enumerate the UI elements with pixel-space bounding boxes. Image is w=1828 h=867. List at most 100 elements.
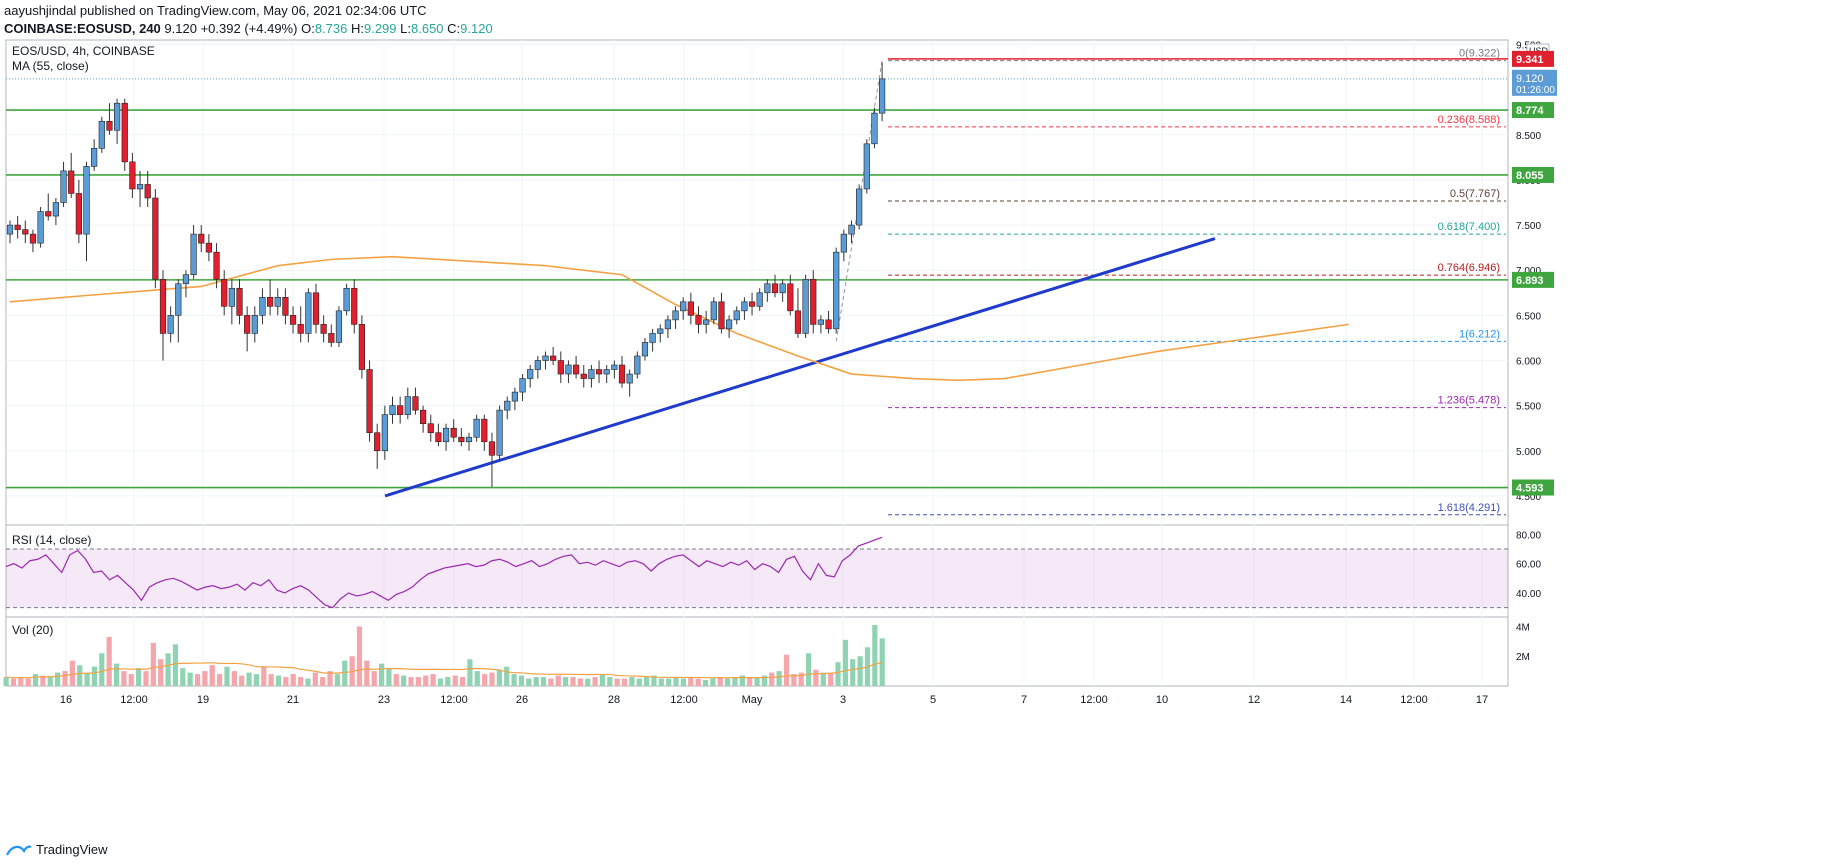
volume-bar — [128, 674, 134, 686]
candle-body — [550, 355, 557, 361]
candle — [198, 225, 205, 253]
candle-body — [205, 242, 213, 253]
volume-bar — [482, 674, 488, 686]
candle — [282, 288, 289, 325]
candle-body — [664, 319, 671, 330]
volume-bar — [644, 677, 650, 686]
candle — [725, 315, 733, 338]
candle-body — [718, 301, 725, 330]
candle — [37, 207, 44, 248]
author-name[interactable]: aayushjindal — [4, 3, 77, 18]
candle-body — [381, 414, 388, 452]
candle-body — [565, 364, 572, 375]
candle — [710, 297, 717, 325]
candle-body — [787, 283, 794, 312]
published-text: published on TradingView.com, May 06, 20… — [79, 3, 427, 18]
volume-bar — [106, 636, 112, 686]
candle-body — [91, 148, 98, 167]
candle-body — [481, 418, 488, 443]
candle-body — [442, 427, 450, 443]
candle-body — [114, 102, 121, 131]
volume-bar — [401, 675, 407, 686]
candle-body — [374, 432, 381, 452]
volume-bar — [40, 675, 46, 686]
candle-body — [22, 229, 29, 235]
candle — [863, 139, 870, 194]
x-tick-label: 17 — [1476, 694, 1488, 706]
volume-bar — [364, 660, 370, 686]
candle-body — [672, 310, 679, 321]
candle-body — [351, 287, 358, 325]
volume-bar — [548, 678, 554, 686]
level-price-tag — [1512, 166, 1554, 183]
candle — [703, 310, 710, 334]
candle-body — [412, 396, 419, 411]
tradingview-footer[interactable]: TradingView — [6, 842, 108, 857]
y-tick-label: 6.500 — [1516, 311, 1541, 322]
candle-body — [626, 373, 633, 384]
volume-bar — [32, 674, 39, 686]
volume-bar — [143, 671, 149, 686]
candle — [741, 297, 748, 320]
candle-body — [840, 233, 847, 253]
candle — [810, 270, 817, 334]
candle — [366, 360, 373, 442]
candle — [205, 234, 213, 262]
volume-label: Vol (20) — [12, 623, 53, 637]
candle-body — [817, 319, 824, 325]
candle — [75, 179, 82, 244]
volume-bar — [666, 678, 672, 686]
candle — [435, 423, 442, 447]
candle-body — [687, 301, 694, 316]
level-price-label: 4.593 — [1516, 483, 1544, 495]
volume-bar — [629, 677, 635, 686]
volume-bar — [18, 677, 24, 686]
fib-level-label: 0.764(6.946) — [1438, 262, 1500, 274]
volume-bar — [459, 677, 466, 686]
candle — [328, 324, 335, 347]
candle — [14, 216, 21, 239]
volume-bar — [452, 675, 458, 686]
volume-bar — [658, 678, 664, 686]
candle-body — [259, 296, 266, 316]
x-tick-label: 28 — [608, 694, 620, 706]
candle-body — [588, 369, 595, 379]
candle — [848, 220, 855, 244]
candle — [527, 365, 534, 388]
volume-bar — [62, 671, 68, 686]
candle — [114, 98, 121, 144]
candle-body — [764, 283, 771, 294]
x-tick-label: 7 — [1021, 694, 1027, 706]
high-price-label: 9.341 — [1516, 54, 1544, 66]
x-tick-label: 5 — [930, 694, 936, 706]
level-price-tag — [1512, 479, 1554, 496]
volume-bar — [150, 642, 156, 686]
x-tick-label: 14 — [1340, 694, 1352, 706]
candle — [68, 152, 75, 198]
volume-bar — [356, 626, 363, 686]
candle-body — [848, 224, 855, 235]
volume-bar — [599, 674, 606, 686]
candle — [626, 369, 633, 397]
rsi-tick-label: 40.00 — [1516, 589, 1541, 600]
candle-body — [236, 287, 243, 316]
fib-level-label: 1.236(5.478) — [1438, 395, 1500, 407]
volume-bar — [526, 678, 532, 686]
candle-body — [328, 333, 335, 343]
candle — [297, 306, 304, 343]
candle-body — [527, 369, 534, 379]
candle — [588, 365, 595, 388]
volume-bar — [91, 666, 98, 686]
volume-bar — [474, 671, 480, 686]
x-tick-label: 19 — [197, 694, 209, 706]
candle — [60, 161, 67, 208]
candle-body — [320, 324, 327, 334]
candle-body — [221, 278, 228, 307]
volume-bar — [680, 678, 687, 686]
volume-bar — [776, 671, 782, 686]
candle-body — [534, 360, 541, 370]
volume-bar — [540, 677, 547, 686]
level-price-tag — [1512, 102, 1554, 119]
candle-body — [366, 369, 373, 434]
